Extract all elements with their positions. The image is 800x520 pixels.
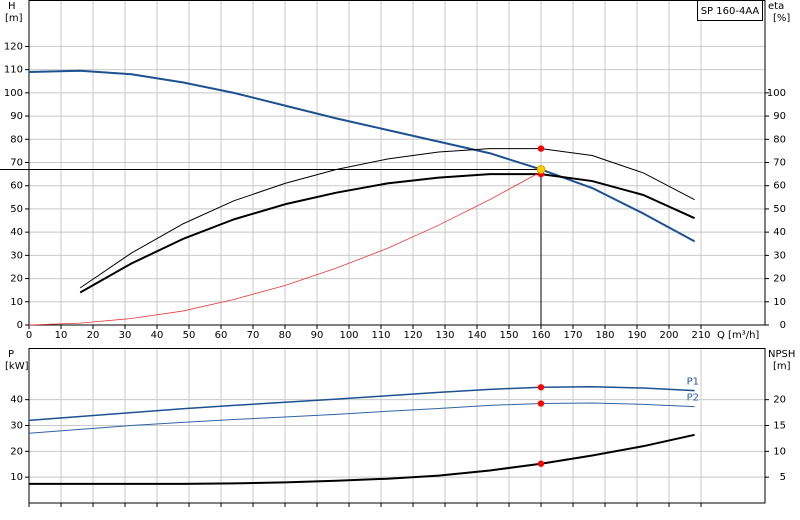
series-marker: [537, 384, 545, 391]
series-line: [28, 171, 542, 326]
y-tick-label: 30: [10, 421, 23, 432]
series-line: [79, 148, 695, 289]
x-tick-label: 60: [215, 330, 228, 341]
y2-tick-label: 0: [780, 320, 786, 331]
y-tick-label: 30: [10, 250, 23, 261]
y2-axis-label: eta: [768, 1, 784, 12]
x-tick-label: 110: [371, 330, 390, 341]
series-line: [28, 402, 695, 434]
y2-tick-label: 80: [773, 134, 786, 145]
x-tick-label: 0: [26, 330, 32, 341]
y2-tick-label: 70: [773, 158, 786, 169]
series-line: [28, 69, 696, 243]
y-tick-label: 40: [10, 395, 23, 406]
y-tick-label: 50: [10, 204, 23, 215]
series-line: [29, 433, 695, 485]
y2-tick-label: 5: [780, 472, 786, 483]
y2-tick-label: 10: [773, 297, 786, 308]
y-axis-label: H: [8, 1, 16, 12]
y-tick-label: 70: [10, 158, 23, 169]
x-tick-label: 140: [467, 330, 486, 341]
y-tick-label: 80: [10, 134, 23, 145]
y-tick-label: 40: [10, 227, 23, 238]
series-marker: [537, 400, 545, 407]
x-tick-label: 50: [183, 330, 196, 341]
duty-point: [536, 165, 546, 174]
y-tick-label: 20: [10, 274, 23, 285]
y-tick-label: 120: [4, 41, 23, 52]
x-tick-label: 190: [627, 330, 646, 341]
y2-tick-label: 100: [767, 88, 786, 99]
y-tick-label: 110: [4, 65, 23, 76]
plot-border: [28, 348, 766, 504]
y-tick-label: 90: [10, 111, 23, 122]
x-tick-label: 20: [87, 330, 100, 341]
chart-title: SP 160-4AA: [701, 6, 760, 17]
y-axis-label: P: [8, 349, 14, 360]
x-tick-label: 130: [435, 330, 454, 341]
y2-tick-label: 60: [773, 181, 786, 192]
y2-tick-label: 50: [773, 204, 786, 215]
y2-tick-label: 30: [773, 250, 786, 261]
x-tick-label: 10: [55, 330, 68, 341]
y-tick-label: 100: [4, 88, 23, 99]
y2-axis-label: NPSH: [768, 349, 795, 360]
x-tick-label: 70: [247, 330, 260, 341]
x-tick-label: 200: [659, 330, 678, 341]
y2-axis-unit: [m]: [773, 361, 791, 372]
x-tick-label: 150: [499, 330, 518, 341]
y-tick-label: 20: [10, 446, 23, 457]
series-marker: [537, 460, 545, 467]
series-line: [28, 386, 695, 422]
series-marker: [537, 145, 545, 152]
y-axis-unit: [kW]: [5, 361, 29, 372]
y2-tick-label: 90: [773, 111, 786, 122]
series-line: [79, 173, 696, 294]
series-label: P1: [687, 377, 699, 388]
y2-tick-label: 40: [773, 227, 786, 238]
x-tick-label: 90: [311, 330, 324, 341]
y-tick-label: 0: [17, 320, 23, 331]
x-tick-label: 40: [151, 330, 164, 341]
plot-border: [28, 0, 766, 326]
x-tick-label: 180: [595, 330, 614, 341]
y2-tick-label: 10: [773, 446, 786, 457]
x-tick-label: 100: [339, 330, 358, 341]
y-axis-unit: [m]: [5, 13, 23, 24]
x-tick-label: 120: [403, 330, 422, 341]
x-tick-label: 160: [531, 330, 550, 341]
y2-axis-unit: [%]: [773, 13, 790, 24]
y-tick-label: 60: [10, 181, 23, 192]
y2-tick-label: 15: [773, 421, 786, 432]
x-axis-label: Q [m³/h]: [717, 330, 759, 341]
y-tick-label: 10: [10, 472, 23, 483]
y-tick-label: 10: [10, 297, 23, 308]
y2-tick-label: 20: [773, 274, 786, 285]
x-tick-label: 30: [119, 330, 132, 341]
y2-tick-label: 20: [773, 395, 786, 406]
x-tick-label: 170: [563, 330, 582, 341]
series-label: P2: [687, 393, 699, 404]
x-tick-label: 80: [279, 330, 292, 341]
title-box: [697, 0, 763, 21]
x-tick-label: 210: [691, 330, 710, 341]
